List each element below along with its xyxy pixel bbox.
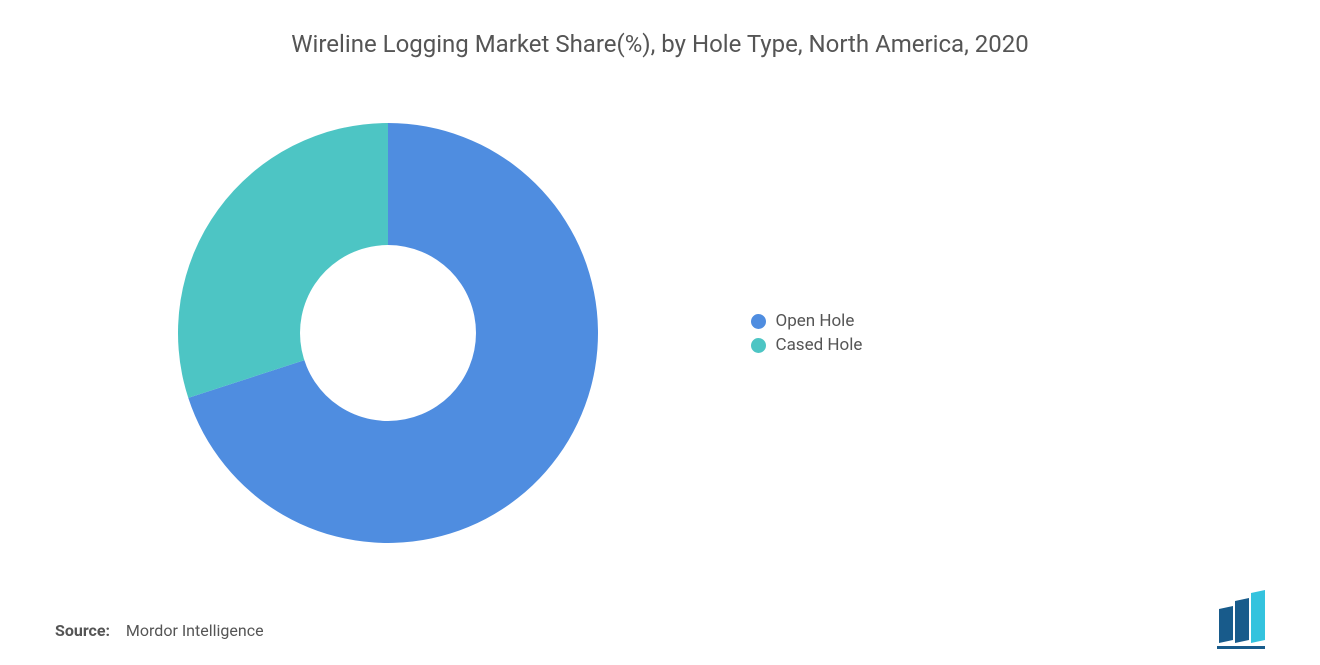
source-label: Source: (55, 621, 110, 640)
legend-item: Cased Hole (751, 335, 1266, 355)
chart-area (55, 88, 721, 578)
chart-container: Wireline Logging Market Share(%), by Hol… (0, 0, 1320, 665)
legend-label: Cased Hole (776, 335, 863, 355)
chart-row: Open Hole Cased Hole (55, 88, 1265, 578)
legend-item: Open Hole (751, 311, 1266, 331)
logo-bar (1251, 590, 1265, 643)
donut-svg (178, 123, 598, 543)
brand-logo-icon (1205, 589, 1265, 649)
donut-chart (178, 123, 598, 543)
source-attribution: Source: Mordor Intelligence (55, 621, 264, 640)
legend-swatch (751, 338, 766, 353)
brand-logo (1205, 589, 1265, 653)
legend: Open Hole Cased Hole (721, 307, 1266, 359)
source-value: Mordor Intelligence (126, 621, 264, 640)
logo-underline (1217, 646, 1265, 649)
legend-label: Open Hole (776, 311, 855, 331)
legend-swatch (751, 314, 766, 329)
logo-bar (1219, 606, 1233, 643)
chart-title: Wireline Logging Market Share(%), by Hol… (55, 30, 1265, 58)
logo-bar (1235, 598, 1249, 643)
donut-hole (300, 245, 476, 421)
